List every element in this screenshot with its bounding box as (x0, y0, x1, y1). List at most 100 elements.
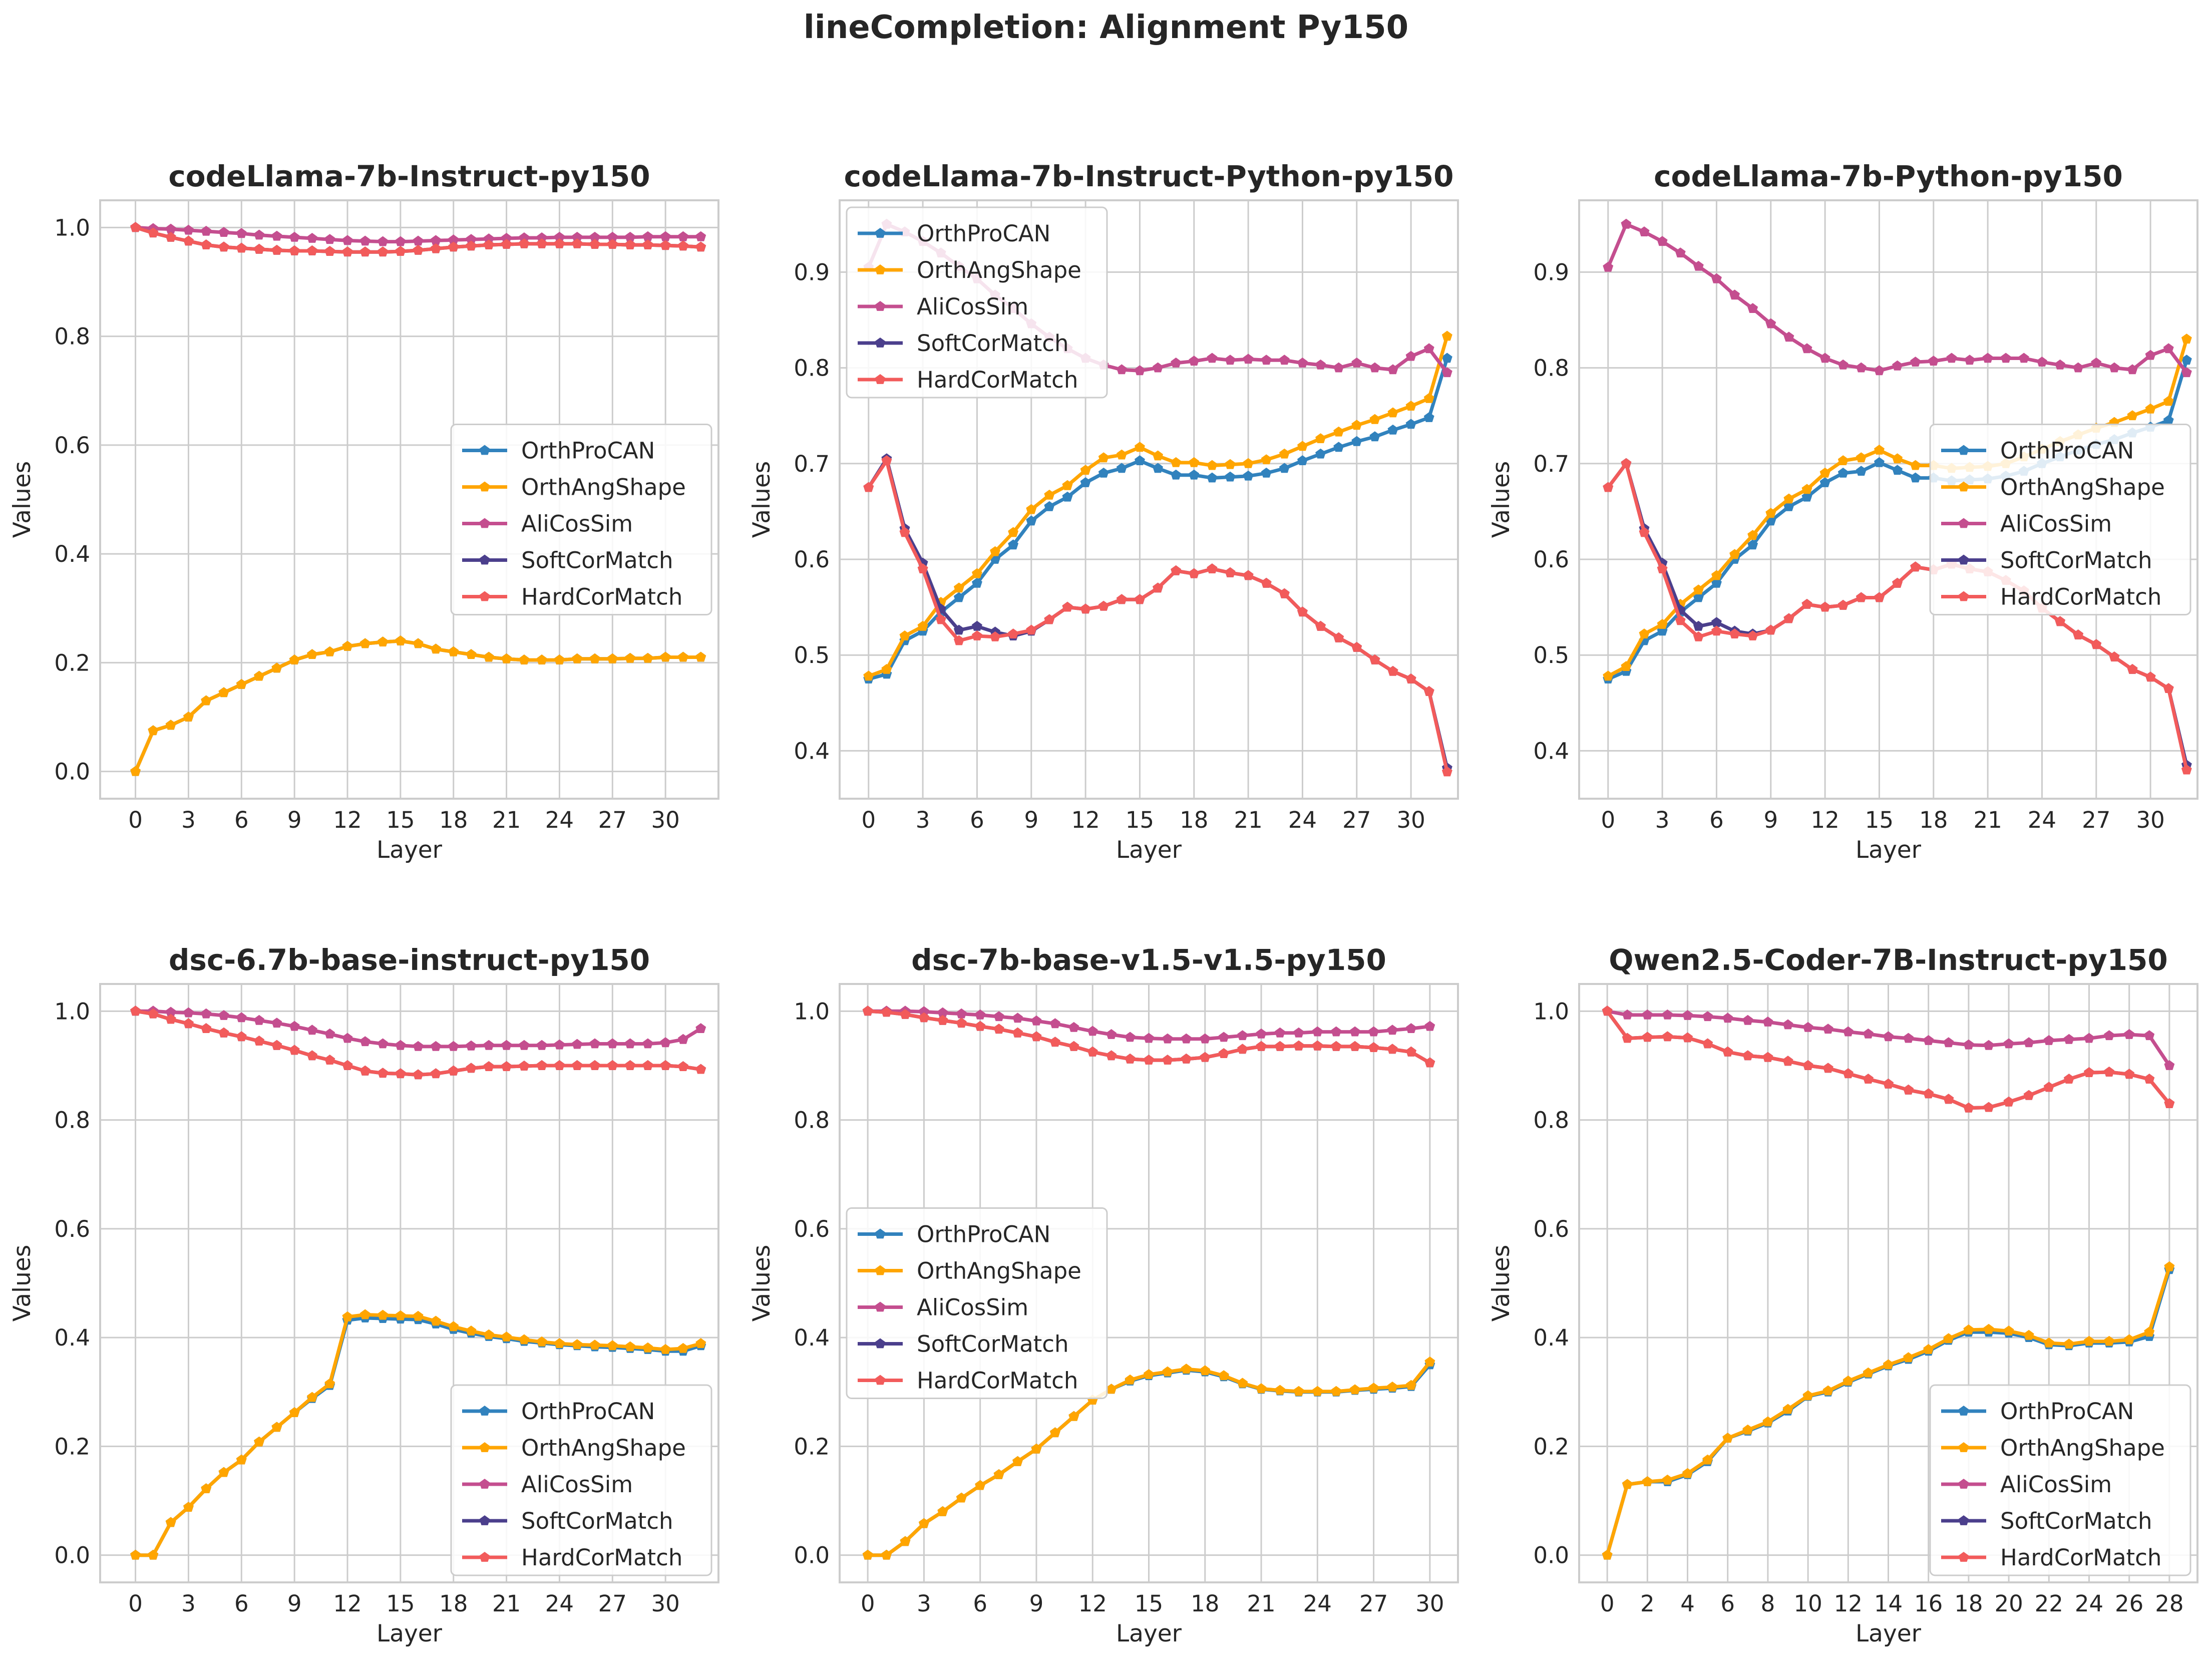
y-tick-label: 0.8 (794, 355, 830, 382)
series-OrthAngShape (130, 1309, 706, 1560)
y-tick-label: 0.0 (794, 1542, 830, 1569)
data-point (1225, 567, 1236, 577)
data-point (660, 240, 671, 250)
x-tick-label: 3 (1655, 807, 1670, 833)
data-point (607, 653, 618, 663)
legend: OrthProCAN OrthAngShape AliCosSim SoftCorMa… (846, 206, 1108, 399)
y-tick-label: 0.4 (1533, 1324, 1569, 1351)
data-point (2073, 362, 2084, 373)
data-point (1315, 359, 1326, 370)
data-point (607, 1038, 618, 1049)
data-point (1068, 1041, 1079, 1051)
data-point (1863, 1074, 1874, 1084)
data-point (2145, 403, 2156, 414)
data-point (1181, 1364, 1192, 1374)
data-point (431, 643, 441, 654)
legend-box (846, 206, 1108, 399)
data-point (695, 651, 706, 662)
data-point (1883, 1031, 1894, 1042)
data-point (1722, 1046, 1733, 1057)
legend-marker (1958, 1479, 1969, 1489)
data-point (863, 482, 874, 492)
y-tick-label: 0.2 (794, 1433, 830, 1460)
data-point (1802, 1390, 1813, 1401)
data-point (572, 1339, 583, 1350)
data-point (935, 614, 946, 624)
data-point (148, 227, 159, 238)
data-point (1783, 501, 1794, 511)
data-point (1621, 218, 1632, 229)
legend-label: OrthProCAN (521, 438, 655, 464)
legend-label: OrthProCAN (917, 1221, 1050, 1248)
data-point (1369, 414, 1380, 424)
data-point (1106, 1029, 1117, 1039)
data-point (1387, 1382, 1398, 1392)
data-point (1946, 353, 1957, 363)
data-point (1256, 1383, 1267, 1394)
data-point (572, 653, 583, 663)
data-point (1331, 1041, 1342, 1051)
data-point (1923, 1088, 1934, 1099)
data-point (1822, 1063, 1833, 1073)
data-point (1863, 1028, 1874, 1039)
data-point (218, 1027, 229, 1038)
data-point (1639, 527, 1650, 537)
data-point (2163, 415, 2174, 425)
data-point (1349, 1026, 1360, 1037)
data-point (2104, 1030, 2114, 1041)
data-point (1842, 1068, 1854, 1079)
subplot-3: 0 3 6 9 12 15 18 21 24 27 30 0.4 0.5 0.6 0.7 0.8 0.9 Laye… (1488, 159, 2198, 864)
data-point (342, 1033, 353, 1043)
x-tick-label: 27 (2082, 807, 2110, 833)
data-point (678, 231, 688, 241)
data-point (2181, 367, 2192, 378)
data-point (1441, 367, 1452, 378)
data-point (1351, 436, 1362, 446)
legend-label: HardCorMatch (917, 367, 1078, 393)
data-point (1012, 1456, 1023, 1466)
data-point (1622, 1009, 1633, 1020)
data-point (413, 235, 424, 246)
data-point (1275, 1385, 1285, 1395)
data-point (254, 229, 264, 240)
legend-marker (875, 338, 886, 348)
data-point (1171, 457, 1182, 467)
legend-marker (1958, 591, 1969, 601)
data-point (1026, 504, 1037, 514)
y-axis-label: Values (1488, 1245, 1515, 1322)
data-point (431, 235, 441, 245)
data-point (1964, 355, 1975, 365)
data-point (466, 649, 477, 659)
data-point (501, 233, 512, 243)
data-point (1125, 1053, 1136, 1064)
data-point (1225, 459, 1236, 469)
data-point (1106, 1050, 1117, 1061)
data-point (2181, 355, 2192, 365)
data-point (1243, 354, 1254, 364)
axes-frame (99, 199, 719, 800)
data-point (1423, 686, 1434, 696)
x-tick-label: 14 (1874, 1590, 1903, 1617)
data-point (1910, 472, 1921, 483)
x-tick-label: 3 (917, 1590, 931, 1617)
data-point (271, 1018, 282, 1028)
data-point (2163, 396, 2174, 406)
legend-box (450, 1384, 712, 1576)
data-point (625, 239, 635, 249)
data-point (1406, 1023, 1416, 1033)
data-point (1256, 1028, 1267, 1039)
x-tick-label: 6 (234, 807, 249, 833)
data-point (2063, 1074, 2074, 1084)
data-point (1368, 1026, 1379, 1037)
legend-label: SoftCorMatch (2000, 547, 2152, 574)
data-point (1087, 1026, 1098, 1036)
legend-label: HardCorMatch (521, 1544, 682, 1571)
data-point (342, 640, 353, 651)
data-point (1982, 353, 1993, 363)
data-point (2124, 1334, 2135, 1345)
x-tick-label: 24 (2028, 807, 2056, 833)
data-point (1874, 445, 1885, 455)
y-tick-label: 0.7 (794, 451, 830, 477)
data-point (342, 246, 353, 257)
data-point (956, 1492, 967, 1503)
